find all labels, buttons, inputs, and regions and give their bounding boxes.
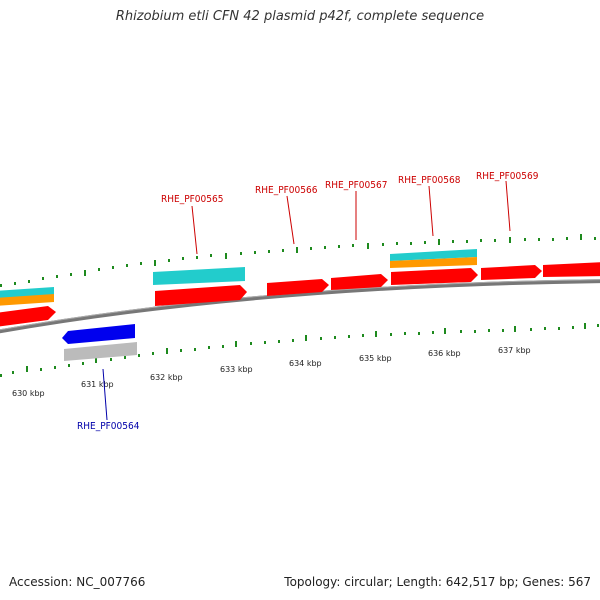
tick-label-631: 631 kbp	[81, 380, 114, 389]
gene-label-pf00564: RHE_PF00564	[77, 421, 140, 432]
map-title: Rhizobium etli CFN 42 plasmid p42f, comp…	[115, 9, 485, 24]
tick-label-635: 635 kbp	[359, 354, 392, 363]
cds-orange-left-partial	[0, 294, 54, 306]
tick-label-633: 633 kbp	[220, 365, 253, 374]
topology-summary: Topology: circular; Length: 642,517 bp; …	[284, 575, 591, 589]
forward-gene-right-partial	[543, 262, 600, 277]
tick-label-637: 637 kbp	[498, 346, 531, 355]
leader-line-pf00565	[191, 205, 198, 255]
gene-label-pf00569: RHE_PF00569	[476, 171, 539, 182]
rna-gray-feature	[64, 342, 137, 361]
gene-label-pf00566: RHE_PF00566	[255, 185, 318, 196]
forward-gene-pf00569	[481, 265, 542, 280]
forward-gene-pf00568	[391, 268, 478, 285]
forward-gene-pf00565	[155, 285, 247, 306]
gene-label-pf00567: RHE_PF00567	[325, 180, 387, 191]
tick-label-634: 634 kbp	[289, 359, 322, 368]
forward-gene-left-partial	[0, 306, 56, 327]
gene-label-pf00568: RHE_PF00568	[398, 175, 461, 186]
cds-orange-pf00568	[390, 257, 477, 268]
backbone-line	[0, 279, 600, 334]
outer-tick-ring	[0, 234, 596, 287]
leader-line-pf00569	[505, 180, 511, 232]
reverse-gene-pf00564	[62, 324, 135, 344]
tick-label-630: 630 kbp	[12, 389, 45, 398]
tick-label-632: 632 kbp	[150, 373, 183, 382]
inner-tick-ring	[0, 323, 599, 377]
gene-label-pf00565: RHE_PF00565	[161, 194, 223, 205]
leader-line-pf00566	[286, 195, 295, 245]
forward-gene-pf00567	[331, 274, 388, 290]
forward-gene-pf00566	[267, 279, 329, 296]
leader-line-pf00568	[428, 185, 434, 237]
tick-label-636: 636 kbp	[428, 349, 461, 358]
leader-line-pf00564	[102, 368, 108, 421]
cds-cyan-pf00565	[153, 267, 245, 285]
accession-text: Accession: NC_007766	[9, 575, 146, 589]
